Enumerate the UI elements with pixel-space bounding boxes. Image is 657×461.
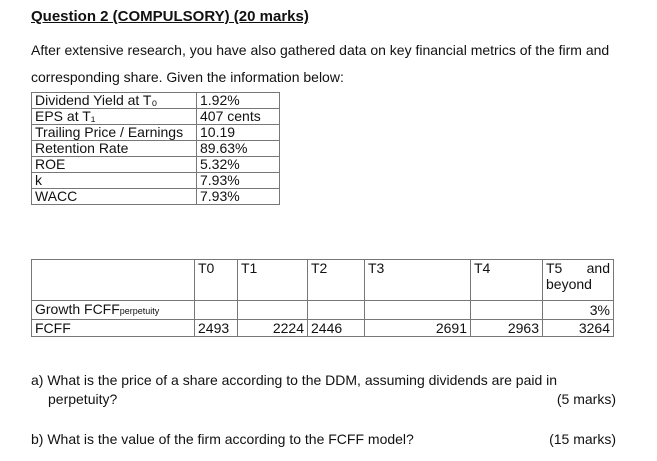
- metric-value: 1.92%: [196, 92, 280, 109]
- growth-label-subscript: perpetuity: [119, 306, 160, 316]
- table-row: k 7.93%: [31, 172, 280, 189]
- empty-cell: [194, 300, 238, 320]
- metric-value: 407 cents: [196, 108, 280, 125]
- table-row: Trailing Price / Earnings 10.19: [31, 124, 280, 141]
- growth-rate-value: 3%: [542, 300, 614, 320]
- header-t1: T1: [237, 259, 308, 301]
- metric-label: Dividend Yield at T₀: [31, 92, 197, 109]
- header-t5-word: T5: [546, 260, 563, 276]
- table-row: ROE 5.32%: [31, 156, 280, 173]
- table-row: FCFF 2493 2224 2446 2691 2963 3264: [31, 319, 614, 337]
- header-t5-and-beyond: T5 and beyond: [542, 259, 614, 301]
- question-a-line2: perpetuity?: [48, 391, 118, 407]
- fcff-t2: 2446: [307, 319, 365, 337]
- metric-value: 89.63%: [196, 140, 280, 157]
- empty-cell: [470, 300, 543, 320]
- metric-label: WACC: [31, 188, 197, 205]
- question-b-marks: (15 marks): [549, 431, 616, 447]
- header-t5-beyond: beyond: [546, 276, 592, 292]
- question-heading: Question 2 (COMPULSORY) (20 marks): [31, 8, 309, 25]
- table-header-row: T0 T1 T2 T3 T4 T5 and beyond: [31, 259, 614, 301]
- header-t2: T2: [307, 259, 365, 301]
- intro-paragraph: After extensive research, you have also …: [31, 42, 610, 85]
- growth-label-cell: Growth FCFFperpetuity: [31, 300, 195, 320]
- metric-value: 10.19: [196, 124, 280, 141]
- fcff-t0: 2493: [194, 319, 238, 337]
- fcff-t1: 2224: [237, 319, 308, 337]
- empty-header-cell: [31, 259, 195, 301]
- table-row: Growth FCFFperpetuity 3%: [31, 300, 614, 320]
- fcff-t5: 3264: [542, 319, 614, 337]
- question-b: b) What is the value of the firm accordi…: [31, 430, 631, 449]
- fcff-growth-table: T0 T1 T2 T3 T4 T5 and beyond Growth FCFF…: [31, 259, 614, 337]
- fcff-t4: 2963: [470, 319, 543, 337]
- metric-label: EPS at T₁: [31, 108, 197, 125]
- header-t5-and: and: [586, 260, 610, 276]
- metric-label: k: [31, 172, 197, 189]
- table-row: Dividend Yield at T₀ 1.92%: [31, 92, 280, 109]
- metric-label: Retention Rate: [31, 140, 197, 157]
- table-row: WACC 7.93%: [31, 188, 280, 205]
- header-t4: T4: [470, 259, 543, 301]
- metric-label: Trailing Price / Earnings: [31, 124, 197, 141]
- header-t3: T3: [364, 259, 471, 301]
- metric-label: ROE: [31, 156, 197, 173]
- question-a-line1: a) What is the price of a share accordin…: [31, 372, 558, 388]
- metric-value: 7.93%: [196, 188, 280, 205]
- metrics-table: Dividend Yield at T₀ 1.92% EPS at T₁ 407…: [31, 92, 280, 205]
- metric-value: 5.32%: [196, 156, 280, 173]
- empty-cell: [364, 300, 471, 320]
- table-row: EPS at T₁ 407 cents: [31, 108, 280, 125]
- fcff-t3: 2691: [364, 319, 471, 337]
- question-a: a) What is the price of a share accordin…: [31, 371, 631, 409]
- header-t0: T0: [194, 259, 238, 301]
- question-b-text: b) What is the value of the firm accordi…: [31, 431, 414, 447]
- metric-value: 7.93%: [196, 172, 280, 189]
- table-row: Retention Rate 89.63%: [31, 140, 280, 157]
- growth-label: Growth FCFF: [35, 301, 120, 317]
- empty-cell: [237, 300, 308, 320]
- empty-cell: [307, 300, 365, 320]
- fcff-label: FCFF: [31, 319, 195, 337]
- question-a-marks: (5 marks): [556, 391, 616, 407]
